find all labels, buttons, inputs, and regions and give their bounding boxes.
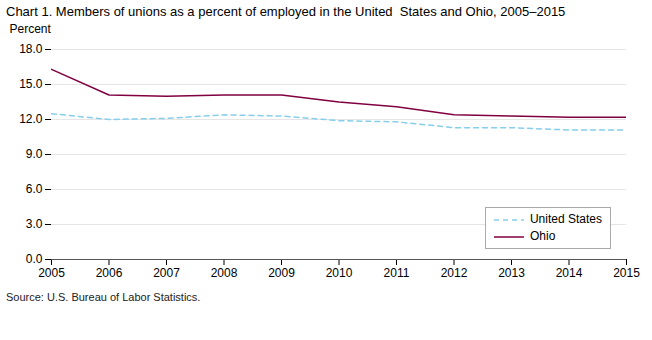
svg-text:2015: 2015 — [613, 266, 640, 280]
svg-text:2012: 2012 — [441, 266, 468, 280]
svg-text:Percent: Percent — [10, 22, 52, 36]
svg-text:6.0: 6.0 — [26, 182, 43, 196]
svg-text:18.0: 18.0 — [19, 42, 43, 56]
html-text:Source: U.S. Bureau of Labor S: Source: U.S. Bureau of Labor Statistics. — [6, 291, 201, 303]
html-text:United States: United States — [530, 212, 602, 226]
svg-text:15.0: 15.0 — [19, 77, 43, 91]
svg-text:9.0: 9.0 — [26, 147, 43, 161]
svg-text:0.0: 0.0 — [26, 252, 43, 266]
svg-text:2014: 2014 — [556, 266, 583, 280]
svg-text:2009: 2009 — [268, 266, 295, 280]
svg-text:12.0: 12.0 — [19, 112, 43, 126]
html-text:Chart 1. Members of unions as: Chart 1. Members of unions as a percent … — [6, 4, 566, 19]
svg-text:2010: 2010 — [326, 266, 353, 280]
svg-text:2007: 2007 — [153, 266, 180, 280]
html-text:Ohio: Ohio — [530, 229, 556, 243]
svg-text:2006: 2006 — [96, 266, 123, 280]
svg-text:2008: 2008 — [211, 266, 238, 280]
svg-text:3.0: 3.0 — [26, 217, 43, 231]
svg-text:2011: 2011 — [384, 266, 410, 280]
svg-text:2013: 2013 — [498, 266, 525, 280]
svg-text:2005: 2005 — [38, 266, 65, 280]
